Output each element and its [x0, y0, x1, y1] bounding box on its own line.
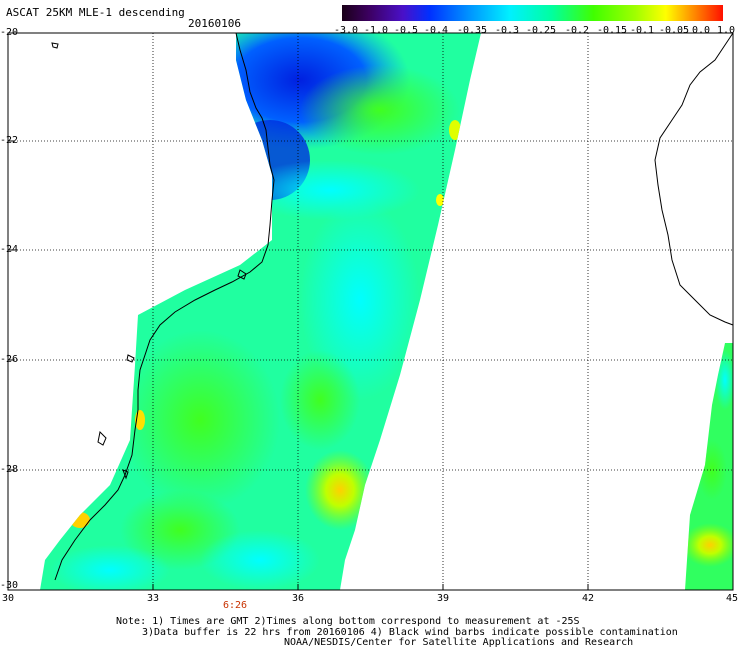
footnote-line-2: 3)Data buffer is 22 hrs from 20160106 4)… — [142, 626, 678, 638]
lon-label: 33 — [147, 593, 160, 604]
colorbar-label: -0.2 — [564, 25, 590, 36]
lat-label: -22 — [0, 135, 19, 146]
lon-label: 45 — [726, 593, 739, 604]
colorbar-label: 1.0 — [716, 25, 736, 36]
lat-label: -24 — [0, 244, 19, 255]
colorbar-label: 0.0 — [691, 25, 711, 36]
colorbar-label: -0.25 — [525, 25, 557, 36]
colorbar-label: -3.0 — [333, 25, 359, 36]
footnote-line-3: NOAA/NESDIS/Center for Satellite Applica… — [284, 637, 634, 648]
colorbar-label: -0.05 — [658, 25, 690, 36]
color-scale-bar — [342, 5, 723, 21]
footnote: Note: 1) Times are GMT 2)Times along bot… — [116, 616, 678, 649]
lat-label: -20 — [0, 27, 19, 38]
colorbar-label: -0.15 — [596, 25, 628, 36]
map-date: 20160106 — [188, 17, 241, 30]
colorbar-label: -0.3 — [494, 25, 520, 36]
coastline — [51, 32, 734, 581]
axis-ticks — [8, 140, 589, 590]
colorbar-label: -1.0 — [363, 25, 389, 36]
pass-time-label: 6:26 — [223, 600, 248, 611]
lat-lon-grid — [8, 33, 733, 590]
lon-label: 39 — [437, 593, 450, 604]
footnote-line-1: Note: 1) Times are GMT 2)Times along bot… — [116, 616, 580, 627]
lon-label: 36 — [292, 593, 305, 604]
map-frame — [7, 32, 734, 591]
lon-label: 42 — [582, 593, 595, 604]
lat-label: -26 — [0, 354, 19, 365]
lat-label: -30 — [0, 580, 19, 591]
colorbar-label: -0.5 — [393, 25, 419, 36]
colorbar-label: -0.1 — [629, 25, 655, 36]
colorbar-label: -0.35 — [456, 25, 488, 36]
color-scale-labels: -3.0 -1.0 -0.5 -0.4 -0.35 -0.3 -0.25 -0.… — [320, 25, 740, 39]
lat-label: -28 — [0, 464, 19, 475]
colorbar-label: -0.4 — [423, 25, 449, 36]
lon-label: 30 — [2, 593, 15, 604]
map-title: ASCAT 25KM MLE-1 descending — [6, 6, 185, 19]
